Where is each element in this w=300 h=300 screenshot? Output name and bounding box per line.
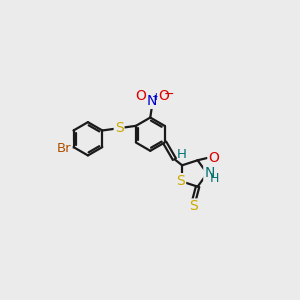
- Text: O: O: [208, 151, 219, 165]
- Text: Br: Br: [57, 142, 72, 155]
- Text: O: O: [136, 89, 146, 103]
- Text: H: H: [177, 148, 187, 161]
- Text: N: N: [204, 167, 215, 180]
- Text: −: −: [164, 88, 174, 101]
- Text: H: H: [209, 172, 219, 184]
- Text: +: +: [152, 92, 160, 102]
- Text: O: O: [159, 89, 170, 103]
- Text: S: S: [176, 174, 185, 188]
- Text: S: S: [115, 121, 124, 135]
- Text: N: N: [147, 94, 157, 108]
- Text: S: S: [189, 200, 198, 214]
